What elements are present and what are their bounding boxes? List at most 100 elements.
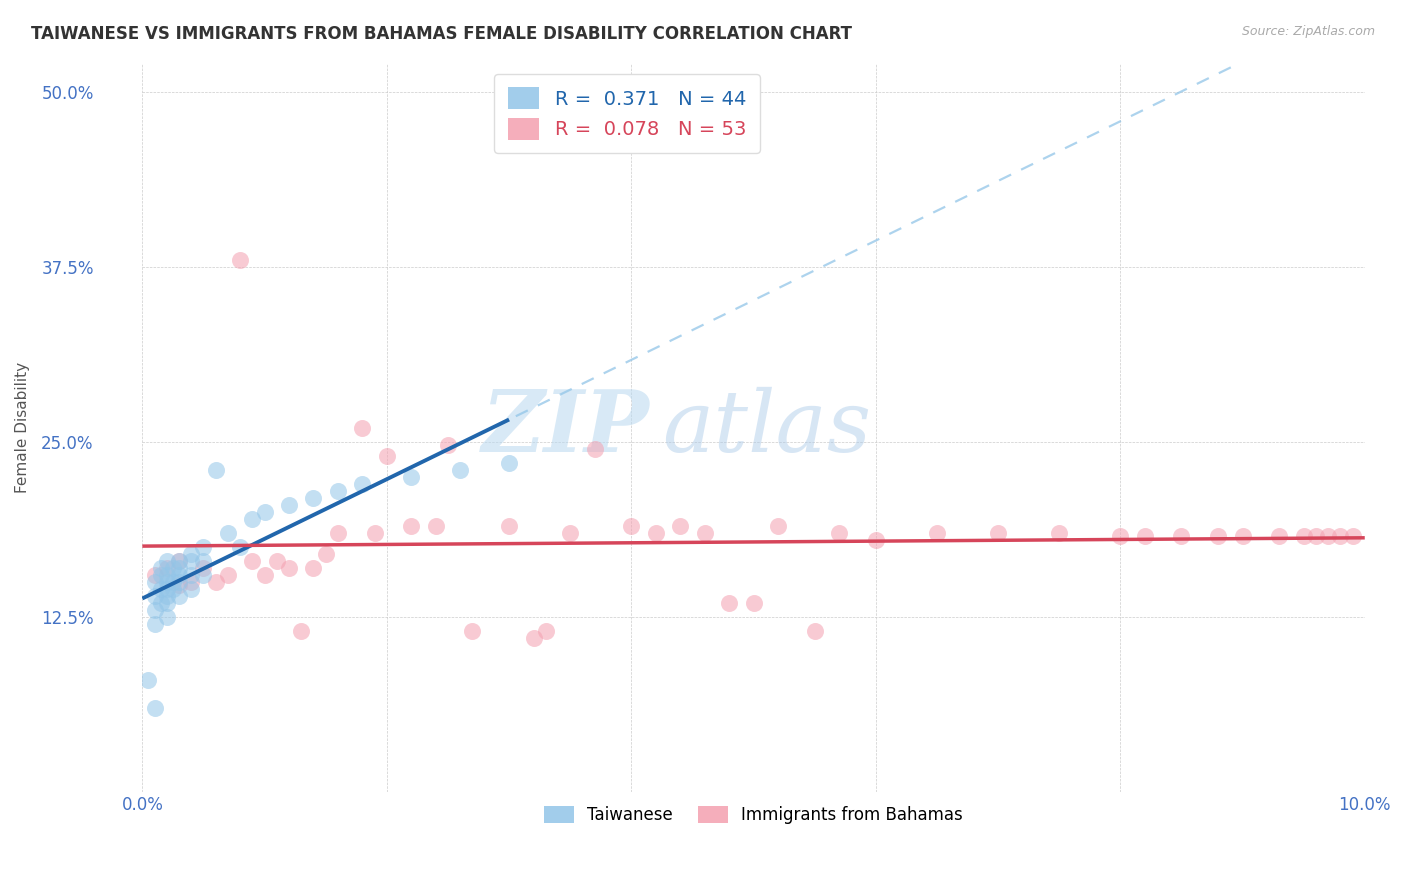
Point: [217, 525, 239, 540]
Point: [742, 596, 765, 610]
Point: [193, 561, 215, 575]
Point: [302, 491, 325, 505]
Point: [1268, 528, 1291, 542]
Point: [522, 631, 544, 645]
Point: [138, 673, 160, 687]
Point: [149, 596, 172, 610]
Point: [461, 624, 484, 638]
Point: [143, 574, 166, 589]
Point: [167, 574, 190, 589]
Point: [302, 561, 325, 575]
Point: [156, 561, 179, 575]
Point: [1047, 525, 1070, 540]
Text: ZIP: ZIP: [482, 386, 650, 469]
Point: [193, 567, 215, 582]
Point: [1317, 528, 1340, 542]
Point: [180, 554, 202, 568]
Point: [253, 567, 276, 582]
Point: [180, 574, 202, 589]
Point: [987, 525, 1010, 540]
Point: [498, 518, 520, 533]
Point: [240, 554, 263, 568]
Point: [620, 518, 643, 533]
Point: [693, 525, 716, 540]
Point: [167, 561, 190, 575]
Point: [352, 476, 374, 491]
Point: [229, 540, 252, 554]
Point: [326, 525, 349, 540]
Point: [925, 525, 948, 540]
Point: [253, 505, 276, 519]
Point: [437, 437, 460, 451]
Point: [1341, 528, 1364, 542]
Point: [1329, 528, 1351, 542]
Point: [498, 456, 520, 470]
Point: [1133, 528, 1156, 542]
Point: [167, 567, 190, 582]
Point: [156, 554, 179, 568]
Point: [803, 624, 825, 638]
Point: [143, 589, 166, 603]
Point: [143, 603, 166, 617]
Point: [363, 525, 385, 540]
Text: Source: ZipAtlas.com: Source: ZipAtlas.com: [1241, 25, 1375, 38]
Point: [143, 616, 166, 631]
Point: [644, 525, 666, 540]
Point: [143, 567, 166, 582]
Point: [149, 567, 172, 582]
Point: [401, 518, 423, 533]
Point: [669, 518, 692, 533]
Point: [1170, 528, 1192, 542]
Point: [204, 574, 226, 589]
Text: TAIWANESE VS IMMIGRANTS FROM BAHAMAS FEMALE DISABILITY CORRELATION CHART: TAIWANESE VS IMMIGRANTS FROM BAHAMAS FEM…: [31, 25, 852, 43]
Point: [149, 561, 172, 575]
Point: [583, 442, 606, 456]
Point: [266, 554, 288, 568]
Point: [401, 470, 423, 484]
Point: [180, 547, 202, 561]
Point: [193, 540, 215, 554]
Point: [375, 449, 398, 463]
Point: [162, 574, 184, 589]
Point: [156, 574, 179, 589]
Point: [425, 518, 447, 533]
Point: [1292, 528, 1315, 542]
Point: [156, 567, 179, 582]
Point: [193, 554, 215, 568]
Point: [143, 700, 166, 714]
Point: [315, 547, 337, 561]
Point: [278, 498, 301, 512]
Point: [290, 624, 312, 638]
Point: [828, 525, 851, 540]
Point: [229, 252, 252, 267]
Point: [1206, 528, 1229, 542]
Point: [326, 483, 349, 498]
Point: [240, 512, 263, 526]
Point: [180, 582, 202, 596]
Point: [156, 589, 179, 603]
Point: [534, 624, 557, 638]
Point: [718, 596, 741, 610]
Point: [1305, 528, 1327, 542]
Point: [1109, 528, 1132, 542]
Point: [156, 609, 179, 624]
Point: [167, 554, 190, 568]
Point: [167, 554, 190, 568]
Point: [167, 577, 190, 591]
Point: [352, 421, 374, 435]
Point: [156, 582, 179, 596]
Point: [865, 533, 887, 547]
Point: [449, 463, 471, 477]
Point: [560, 525, 582, 540]
Point: [156, 596, 179, 610]
Text: atlas: atlas: [662, 386, 870, 469]
Point: [180, 567, 202, 582]
Point: [204, 463, 226, 477]
Point: [1232, 528, 1254, 542]
Point: [162, 561, 184, 575]
Legend: Taiwanese, Immigrants from Bahamas: Taiwanese, Immigrants from Bahamas: [537, 799, 970, 830]
Point: [278, 561, 301, 575]
Point: [149, 582, 172, 596]
Point: [766, 518, 789, 533]
Point: [162, 582, 184, 596]
